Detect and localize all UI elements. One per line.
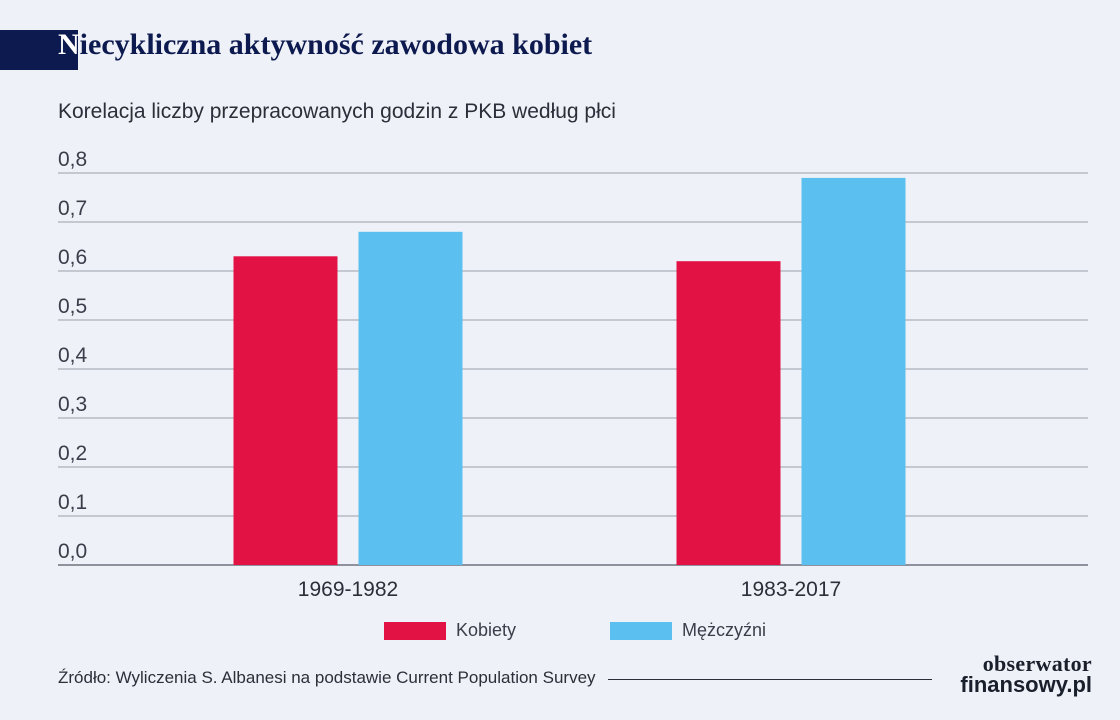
brand-logo: obserwator finansowy.pl xyxy=(960,651,1092,697)
title-first-letter: N xyxy=(58,28,80,61)
y-tick-label: 0,8 xyxy=(58,148,87,171)
legend-label-kobiety: Kobiety xyxy=(456,620,517,640)
title-text: iecykliczna aktywność zawodowa kobiet xyxy=(79,28,593,61)
logo-line-1: obserwator xyxy=(982,651,1092,676)
legend-swatch-mezczyzni xyxy=(610,621,672,640)
chart-legend: Kobiety Mężczyźni xyxy=(0,620,1120,648)
y-tick-label: 0,6 xyxy=(58,246,87,269)
title-accent-bar xyxy=(0,30,78,70)
legend-label-mezczyzni: Mężczyźni xyxy=(682,620,767,640)
bar-mezczyzni xyxy=(801,177,906,565)
legend-swatch-kobiety xyxy=(384,621,446,640)
x-tick-label: 1969-1982 xyxy=(298,578,398,601)
legend-item-kobiety: Kobiety xyxy=(384,620,516,641)
x-tick-label: 1983-2017 xyxy=(741,578,841,601)
source-note: Źródło: Wyliczenia S. Albanesi na podsta… xyxy=(58,668,596,687)
y-tick-label: 0,7 xyxy=(58,197,87,220)
chart-subtitle: Korelacja liczby przepracowanych godzin … xyxy=(58,100,616,123)
logo-line-2: finansowy.pl xyxy=(960,671,1092,697)
legend-item-mezczyzni: Mężczyźni xyxy=(610,620,766,641)
y-tick-label: 0,4 xyxy=(58,344,88,367)
bar-mezczyzni xyxy=(358,231,463,566)
source-divider xyxy=(608,679,932,680)
y-tick-label: 0,5 xyxy=(58,295,87,318)
y-tick-label: 0,2 xyxy=(58,442,87,465)
bar-kobiety xyxy=(233,256,338,565)
y-tick-label: 0,1 xyxy=(58,491,87,514)
y-tick-label: 0,0 xyxy=(58,540,87,563)
page-title: Niecykliczna aktywność zawodowa kobiet xyxy=(58,28,592,62)
bar-chart: 0,0 0,1 0,2 0,3 0,4 0,5 0,6 0,7 0,8 1969-1982 1983… xyxy=(58,148,1088,601)
bar-kobiety xyxy=(676,261,781,565)
y-tick-label: 0,3 xyxy=(58,393,87,416)
